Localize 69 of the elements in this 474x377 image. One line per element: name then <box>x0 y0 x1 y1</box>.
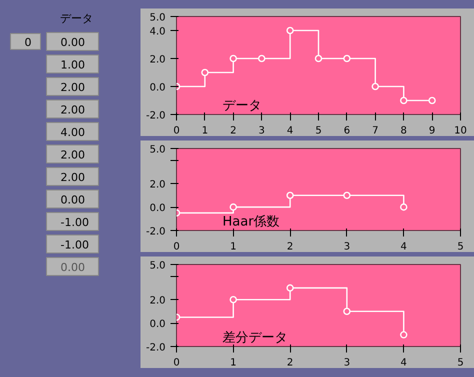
y-tick-label: 4.0 <box>150 26 166 38</box>
y-tick-label: 0.0 <box>150 203 166 214</box>
y-tick-label: 5.0 <box>150 12 166 24</box>
text: 4.00 <box>60 126 85 139</box>
y-tick-label: 0.0 <box>150 319 166 330</box>
x-tick-label: 1 <box>202 126 208 136</box>
x-tick-label: 0 <box>173 242 180 252</box>
text: -1.00 <box>60 238 89 252</box>
x-tick-label: 5 <box>457 242 464 252</box>
x-tick-label: 1 <box>230 242 236 252</box>
y-tick-label: -2.0 <box>146 342 166 354</box>
point <box>343 54 351 62</box>
text: 1.00 <box>60 58 85 72</box>
x-tick-label: 4 <box>286 126 294 136</box>
text: 2.00 <box>60 171 85 184</box>
point <box>372 82 379 90</box>
text: 差分データ <box>222 330 288 346</box>
x-tick-label: 5 <box>315 126 322 136</box>
y-tick-label: 5.0 <box>150 144 166 156</box>
x-tick-label: 2 <box>286 242 294 252</box>
x-tick-label: 4 <box>400 242 407 252</box>
x-tick-label: 4 <box>400 358 407 368</box>
x-tick-label: 2 <box>230 126 236 136</box>
text: 2.00 <box>60 148 85 162</box>
y-tick-label: -2.0 <box>146 226 166 238</box>
y-tick-label: 2.0 <box>150 54 166 66</box>
point <box>400 203 408 211</box>
x-tick-label: 3 <box>344 358 350 368</box>
y-tick-label: 2.0 <box>150 296 166 307</box>
x-tick-label: 2 <box>286 358 294 368</box>
text: 0.00 <box>60 36 85 49</box>
text: 2.00 <box>60 104 85 116</box>
x-tick-label: 1 <box>230 358 236 368</box>
x-tick-label: 3 <box>344 242 350 252</box>
x-tick-label: 5 <box>457 358 464 368</box>
point <box>201 68 209 76</box>
y-tick-label: 2.0 <box>150 180 166 191</box>
text: 0 <box>24 36 32 49</box>
text: Haar係数 <box>222 214 280 230</box>
point <box>230 203 237 211</box>
text: 0.00 <box>60 194 85 206</box>
x-tick-label: 8 <box>400 126 407 136</box>
point <box>230 296 237 304</box>
text: データ <box>222 98 262 114</box>
x-tick-label: 9 <box>428 126 436 136</box>
point <box>314 54 322 62</box>
y-tick-label: 0.0 <box>150 82 166 94</box>
x-tick-label: 10 <box>454 126 467 136</box>
point <box>286 26 294 34</box>
x-tick-label: 3 <box>258 126 265 136</box>
y-tick-label: -2.0 <box>146 110 166 122</box>
text: -1.00 <box>60 216 89 229</box>
y-tick-label: 5.0 <box>150 260 166 272</box>
text: 0.00 <box>60 261 85 274</box>
point <box>400 96 408 104</box>
x-tick-label: 6 <box>344 126 350 136</box>
text: 2.00 <box>60 81 85 94</box>
point <box>343 308 351 315</box>
x-tick-label: 0 <box>173 126 180 136</box>
point <box>230 54 237 62</box>
point <box>343 192 351 199</box>
x-tick-label: 7 <box>372 126 378 136</box>
point <box>428 96 436 104</box>
text: データ <box>60 12 93 25</box>
x-tick-label: 0 <box>173 358 180 368</box>
point <box>286 284 294 292</box>
point <box>286 192 294 199</box>
point <box>258 54 266 62</box>
point <box>400 331 408 338</box>
